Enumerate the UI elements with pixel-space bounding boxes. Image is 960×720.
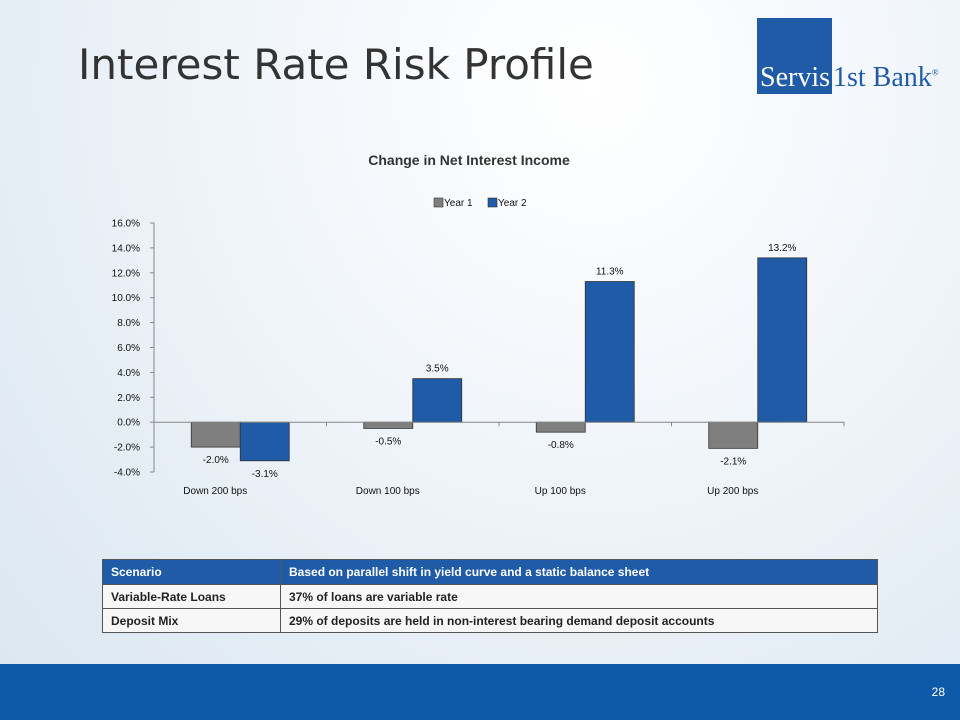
footer-bar: 28 — [0, 664, 960, 720]
data-label: 3.5% — [426, 364, 449, 375]
y-tick-label: 8.0% — [117, 318, 140, 329]
table-header-cell: Scenario — [102, 559, 281, 585]
table-header-cell: Based on parallel shift in yield curve a… — [280, 559, 878, 585]
bar — [584, 281, 635, 423]
y-tick-label: 16.0% — [112, 219, 140, 230]
legend-swatch — [433, 197, 444, 208]
legend-label: Year 1 — [444, 198, 473, 209]
page-number: 28 — [931, 685, 945, 699]
legend-label: Year 2 — [498, 198, 527, 209]
y-axis: 16.0% 14.0% 12.0% 10.0% 8.0% 6.0% 4.0% 2.0% 0.0%… — [112, 219, 155, 479]
y-tick-label: 12.0% — [112, 268, 140, 279]
bar — [757, 257, 808, 423]
data-label: 11.3% — [596, 267, 624, 278]
legend-swatch — [487, 197, 498, 208]
y-tick-label: -2.0% — [114, 443, 140, 454]
y-tick-label: 0.0% — [117, 418, 140, 429]
slide-title: Interest Rate Risk Profile — [78, 40, 594, 89]
data-label: -3.1% — [252, 469, 278, 480]
chart-title: Change in Net Interest Income — [368, 152, 570, 168]
x-tick-label: Up 100 bps — [535, 486, 586, 497]
bar — [535, 421, 586, 433]
scenario-table: Scenario Based on parallel shift in yiel… — [102, 559, 878, 633]
x-tick-label: Down 100 bps — [356, 486, 420, 497]
data-label: -0.8% — [548, 440, 574, 451]
logo-text-bank-label: 1st Bank — [833, 62, 932, 93]
table-header-row: Scenario Based on parallel shift in yiel… — [102, 559, 878, 585]
y-tick-label: 6.0% — [117, 343, 140, 354]
y-tick-label: -4.0% — [114, 468, 140, 479]
table-cell: Deposit Mix — [102, 608, 281, 633]
logo-text-servis: Servis — [760, 62, 830, 93]
data-label: -2.0% — [203, 455, 229, 466]
y-tick-label: 10.0% — [112, 293, 140, 304]
logo-box — [757, 18, 832, 94]
y-tick-label: 2.0% — [117, 393, 140, 404]
table-cell: 37% of loans are variable rate — [280, 584, 878, 609]
table-row: Deposit Mix 29% of deposits are held in … — [102, 608, 878, 633]
y-tick-label: 4.0% — [117, 368, 140, 379]
bar — [239, 421, 290, 462]
table-row: Variable-Rate Loans 37% of loans are var… — [102, 584, 878, 609]
bar — [412, 378, 463, 423]
chart-bars: -2.0% -3.1% -0.5% 3.5% -0.8% 11.3% -2.1% 13.2% — [190, 243, 808, 480]
table-cell: 29% of deposits are held in non-interest… — [280, 608, 878, 633]
x-tick-label: Up 200 bps — [707, 486, 758, 497]
data-label: -0.5% — [375, 436, 401, 447]
x-axis: Down 200 bps Down 100 bps Up 100 bps Up 200… — [154, 421, 845, 497]
chart-legend: Year 1 Year 2 — [433, 197, 527, 209]
data-label: -2.1% — [720, 456, 746, 467]
x-tick-label: Down 200 bps — [183, 486, 247, 497]
net-interest-income-chart: Change in Net Interest Income Year 1 Year… — [112, 152, 845, 497]
data-label: 13.2% — [768, 243, 796, 254]
bar — [708, 421, 759, 449]
table-cell: Variable-Rate Loans — [102, 584, 281, 609]
bar — [363, 421, 414, 429]
servisfirst-logo: Servis 1st Bank® — [757, 18, 947, 98]
y-tick-label: 14.0% — [112, 243, 140, 254]
logo-text-bank: 1st Bank® — [833, 62, 939, 94]
logo-registered-mark: ® — [931, 67, 939, 78]
bar — [190, 421, 241, 448]
